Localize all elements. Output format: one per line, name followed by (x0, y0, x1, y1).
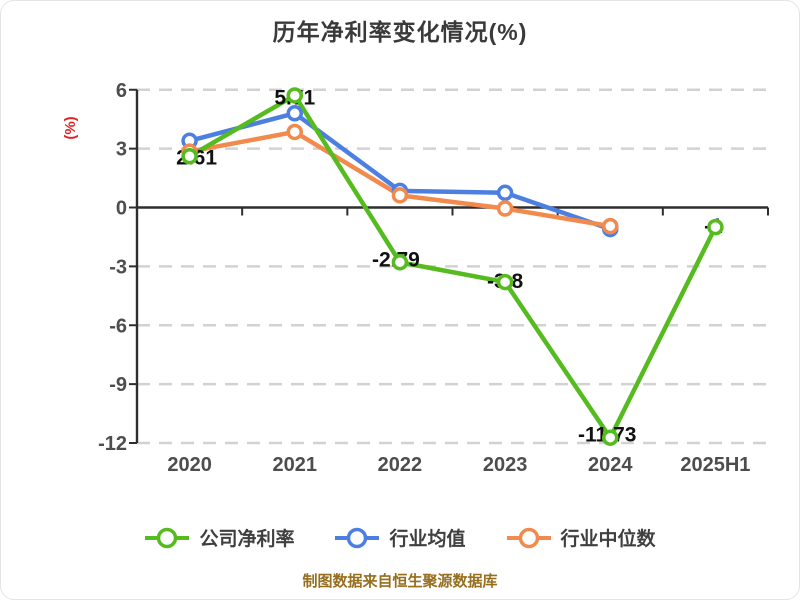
legend-item-industry-median: 行业中位数 (506, 524, 656, 551)
y-tick-label: 0 (116, 198, 127, 220)
y-tick-label: -12 (98, 433, 127, 455)
series-marker-industry-average (496, 184, 514, 202)
series-marker-company-net-margin (286, 87, 303, 104)
series-marker-industry-median (391, 187, 409, 204)
series-marker-company-net-margin (496, 273, 514, 291)
y-tick-label: 3 (116, 139, 127, 161)
y-tick-label: -9 (109, 374, 127, 396)
series-marker-industry-median (602, 217, 619, 235)
series-marker-industry-average (286, 105, 303, 122)
series-marker-company-net-margin (391, 254, 409, 271)
x-tick-label: 2020 (167, 454, 212, 476)
legend-line-marker-icon (145, 527, 190, 548)
footer-note: 制图数据来自恒生聚源数据库 (302, 573, 498, 590)
series-marker-company-net-margin (181, 148, 198, 165)
y-tick-label: -6 (109, 315, 127, 337)
series-line-company-net-margin (187, 93, 718, 440)
y-tick-label: -3 (109, 256, 127, 278)
chart-title: 历年净利率变化情况(%) (272, 19, 528, 45)
legend-label: 公司净利率 (199, 529, 295, 550)
legend-label: 行业中位数 (560, 529, 656, 550)
series-marker-industry-median (286, 123, 303, 141)
series-marker-company-net-margin (602, 429, 619, 446)
legend-line-marker-icon (335, 527, 380, 548)
legend: 公司净利率 行业均值 行业中位数 (0, 524, 800, 551)
x-tick-label: 2021 (273, 454, 318, 476)
y-tick-label: 6 (116, 80, 127, 102)
x-tick-label: 2025H1 (680, 454, 750, 476)
series-line-industry-median (187, 129, 613, 229)
legend-item-industry-average: 行业均值 (334, 524, 466, 551)
legend-line-marker-icon (506, 527, 551, 548)
x-tick-label: 2022 (378, 454, 423, 476)
series-line-industry-average (187, 111, 613, 232)
series-marker-industry-median (496, 200, 514, 217)
x-tick-label: 2024 (588, 454, 633, 476)
legend-label: 行业均值 (389, 529, 466, 550)
series-marker-company-net-margin (707, 218, 724, 236)
legend-item-company-net-margin: 公司净利率 (144, 524, 294, 551)
x-tick-label: 2023 (483, 454, 528, 476)
